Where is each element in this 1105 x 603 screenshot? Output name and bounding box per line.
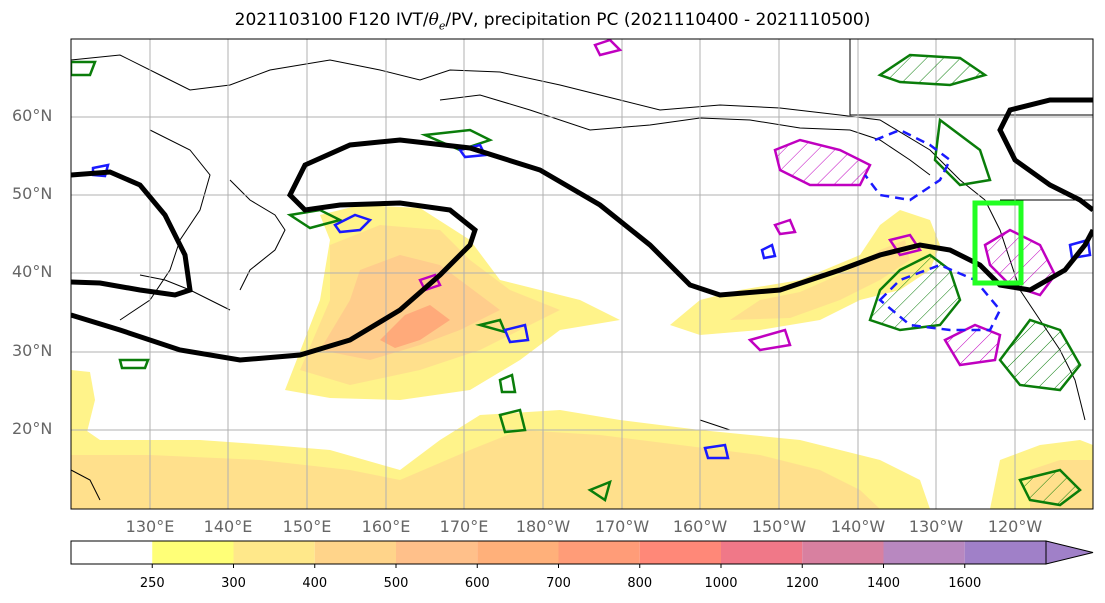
- colorbar-segment: [396, 541, 478, 564]
- lon-label-150w: 150°W: [751, 517, 807, 536]
- colorbar-segment: [964, 541, 1046, 564]
- colorbar-tick-label: 1400: [866, 576, 901, 591]
- lon-label-150e: 150°E: [282, 517, 332, 536]
- lat-label-40: 40°N: [12, 262, 53, 281]
- map-plot-area: [71, 39, 1093, 509]
- colorbar-segment: [233, 541, 315, 564]
- colorbar-tick-label: 300: [221, 576, 246, 591]
- colorbar-tick-label: 500: [383, 576, 409, 591]
- colorbar-segment: [314, 541, 396, 564]
- colorbar-segment: [558, 541, 640, 564]
- colorbar-segment: [71, 541, 153, 564]
- colorbar-tick-label: 1000: [704, 576, 738, 591]
- lat-label-30: 30°N: [12, 341, 53, 360]
- lon-label-160w: 160°W: [672, 517, 728, 536]
- colorbar-tick-label: 800: [627, 576, 653, 591]
- lon-label-120w: 120°W: [987, 517, 1043, 536]
- colorbar-segment: [802, 541, 884, 564]
- colorbar-tick-label: 1200: [785, 576, 819, 591]
- colorbar-tick-label: 700: [546, 576, 571, 591]
- lon-label-130e: 130°E: [125, 517, 175, 536]
- colorbar-extend-arrow: [1045, 540, 1094, 565]
- colorbar-tick-label: 250: [139, 576, 165, 591]
- colorbar-segment: [721, 541, 803, 564]
- colorbar-segment: [639, 541, 721, 564]
- lon-label-130w: 130°W: [908, 517, 964, 536]
- map-frame: [70, 38, 1094, 510]
- lat-label-50: 50°N: [12, 184, 53, 203]
- colorbar-tick-label: 400: [302, 576, 328, 591]
- lon-label-160e: 160°E: [361, 517, 411, 536]
- colorbar: [70, 540, 1094, 568]
- lat-label-60: 60°N: [12, 106, 53, 125]
- pv-contours: [71, 97, 1093, 363]
- colorbar-segment: [883, 541, 965, 564]
- lon-label-170w: 170°W: [594, 517, 650, 536]
- map-title: 2021103100 F120 IVT/θe/PV, precipitation…: [234, 10, 871, 33]
- lon-label-140e: 140°E: [203, 517, 253, 536]
- target-box: [972, 200, 1024, 286]
- precip-green-contours: [71, 53, 1082, 507]
- lon-label-140w: 140°W: [830, 517, 886, 536]
- colorbar-tick-label: 1600: [948, 576, 982, 591]
- colorbar-segment: [152, 541, 234, 564]
- lat-label-20: 20°N: [12, 419, 53, 438]
- colorbar-segment: [477, 541, 559, 564]
- lon-label-180w: 180°W: [515, 517, 571, 536]
- colorbar-tick-label: 600: [464, 576, 490, 591]
- lon-label-170e: 170°E: [439, 517, 489, 536]
